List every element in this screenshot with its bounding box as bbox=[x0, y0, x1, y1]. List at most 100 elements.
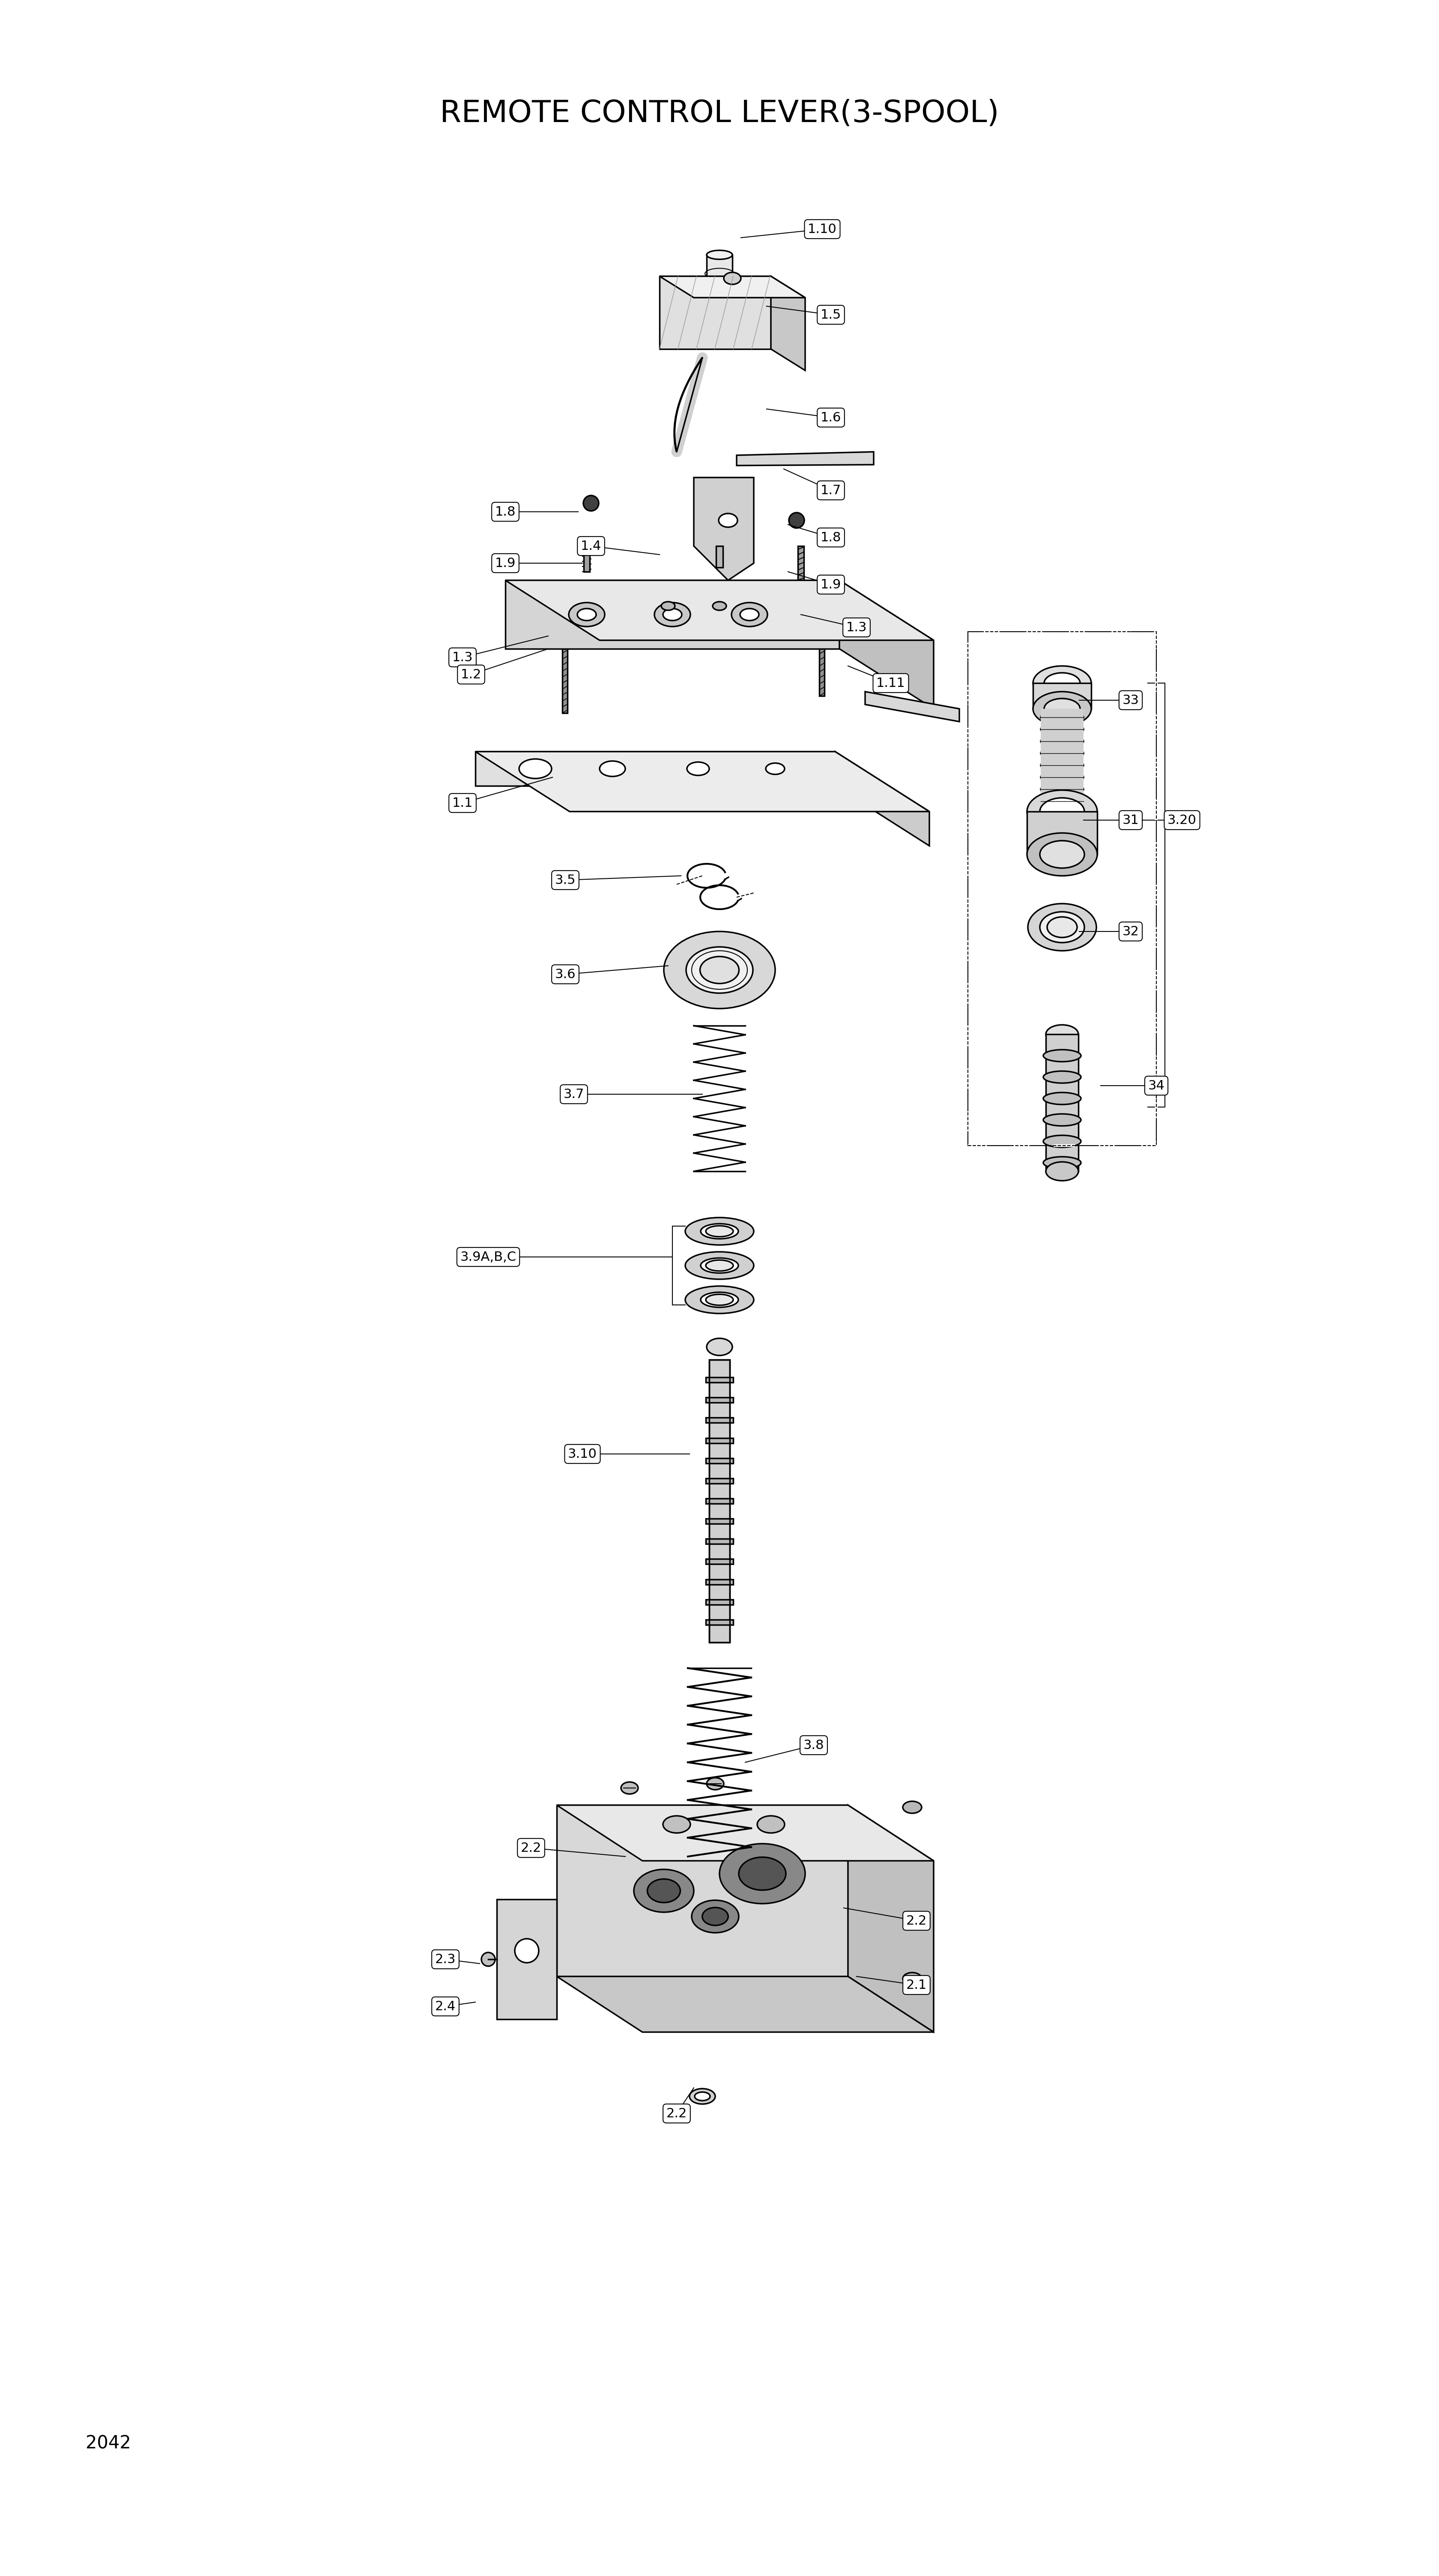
Ellipse shape bbox=[577, 608, 596, 621]
Bar bbox=[705, 1378, 734, 1383]
Text: 2.4: 2.4 bbox=[435, 1999, 456, 2012]
Ellipse shape bbox=[663, 933, 776, 1010]
Ellipse shape bbox=[1040, 770, 1084, 783]
Ellipse shape bbox=[695, 2092, 709, 2099]
Ellipse shape bbox=[766, 762, 784, 775]
Ellipse shape bbox=[707, 250, 732, 260]
Ellipse shape bbox=[655, 603, 691, 626]
Ellipse shape bbox=[705, 1293, 734, 1306]
Text: 3.9A,B,C: 3.9A,B,C bbox=[460, 1252, 517, 1262]
Bar bbox=[705, 1437, 734, 1443]
Ellipse shape bbox=[1027, 791, 1098, 832]
Text: 33: 33 bbox=[1122, 693, 1140, 706]
Ellipse shape bbox=[720, 1844, 806, 1904]
Text: 1.5: 1.5 bbox=[820, 309, 842, 322]
Polygon shape bbox=[848, 1806, 934, 2032]
Text: 34: 34 bbox=[1148, 1079, 1164, 1092]
Text: 1.3: 1.3 bbox=[846, 621, 866, 634]
Ellipse shape bbox=[482, 1953, 495, 1965]
Bar bbox=[705, 1579, 734, 1584]
Ellipse shape bbox=[1040, 721, 1084, 737]
Ellipse shape bbox=[622, 1783, 637, 1793]
Ellipse shape bbox=[663, 608, 682, 621]
Ellipse shape bbox=[686, 762, 709, 775]
Ellipse shape bbox=[789, 513, 804, 528]
Text: 1.9: 1.9 bbox=[495, 556, 515, 569]
Text: 1.7: 1.7 bbox=[820, 484, 842, 497]
Text: 3.10: 3.10 bbox=[568, 1448, 597, 1461]
Text: 1.2: 1.2 bbox=[460, 667, 482, 680]
Bar bbox=[705, 1458, 734, 1463]
Ellipse shape bbox=[701, 1224, 738, 1239]
Ellipse shape bbox=[702, 1906, 728, 1924]
Polygon shape bbox=[835, 752, 930, 845]
Ellipse shape bbox=[724, 273, 741, 283]
Ellipse shape bbox=[685, 1252, 754, 1280]
Polygon shape bbox=[475, 752, 930, 811]
Bar bbox=[705, 1479, 734, 1484]
Ellipse shape bbox=[1045, 672, 1081, 693]
Ellipse shape bbox=[699, 956, 740, 984]
Ellipse shape bbox=[1040, 757, 1084, 773]
Bar bbox=[709, 1360, 730, 1643]
Bar bbox=[797, 546, 804, 580]
Ellipse shape bbox=[1046, 1025, 1078, 1043]
Ellipse shape bbox=[1027, 832, 1098, 876]
Polygon shape bbox=[659, 276, 806, 299]
Bar bbox=[717, 546, 722, 567]
Ellipse shape bbox=[1040, 793, 1084, 809]
Polygon shape bbox=[659, 276, 771, 348]
Polygon shape bbox=[505, 580, 934, 641]
Ellipse shape bbox=[1043, 1092, 1081, 1105]
Ellipse shape bbox=[1040, 840, 1085, 868]
Ellipse shape bbox=[1033, 667, 1091, 701]
Ellipse shape bbox=[1040, 783, 1084, 796]
Polygon shape bbox=[694, 477, 754, 580]
Ellipse shape bbox=[1040, 734, 1084, 747]
Ellipse shape bbox=[705, 1260, 734, 1270]
Bar bbox=[1040, 708, 1084, 801]
Polygon shape bbox=[839, 580, 934, 708]
Ellipse shape bbox=[701, 1257, 738, 1273]
Ellipse shape bbox=[718, 513, 738, 528]
Ellipse shape bbox=[757, 1816, 784, 1834]
Polygon shape bbox=[557, 1976, 934, 2032]
Text: 31: 31 bbox=[1122, 814, 1138, 827]
Ellipse shape bbox=[1043, 1136, 1081, 1146]
Bar bbox=[1046, 1033, 1078, 1172]
Bar bbox=[968, 631, 1157, 1146]
Ellipse shape bbox=[1048, 917, 1078, 938]
Text: 3.7: 3.7 bbox=[564, 1087, 584, 1100]
Ellipse shape bbox=[1040, 711, 1084, 724]
Text: 3.20: 3.20 bbox=[1167, 814, 1197, 827]
Ellipse shape bbox=[519, 760, 551, 778]
Text: 32: 32 bbox=[1122, 925, 1138, 938]
Ellipse shape bbox=[583, 495, 599, 510]
Bar bbox=[705, 1558, 734, 1564]
Ellipse shape bbox=[662, 603, 675, 611]
Ellipse shape bbox=[740, 608, 758, 621]
Ellipse shape bbox=[663, 1816, 691, 1834]
Ellipse shape bbox=[600, 760, 626, 775]
Ellipse shape bbox=[902, 1973, 921, 1984]
Text: 1.4: 1.4 bbox=[581, 541, 602, 551]
Polygon shape bbox=[771, 276, 806, 371]
Ellipse shape bbox=[712, 603, 727, 611]
Bar bbox=[968, 631, 1157, 1146]
Text: REMOTE CONTROL LEVER(3-SPOOL): REMOTE CONTROL LEVER(3-SPOOL) bbox=[440, 98, 999, 129]
Bar bbox=[709, 1360, 730, 1643]
Polygon shape bbox=[865, 690, 960, 721]
Ellipse shape bbox=[738, 1857, 786, 1891]
Text: 2.3: 2.3 bbox=[435, 1953, 456, 1965]
Ellipse shape bbox=[1027, 904, 1097, 951]
Text: 1.6: 1.6 bbox=[820, 412, 842, 425]
Ellipse shape bbox=[902, 1801, 921, 1814]
Ellipse shape bbox=[707, 1340, 732, 1355]
Ellipse shape bbox=[1043, 1048, 1081, 1061]
Ellipse shape bbox=[689, 2089, 715, 2105]
Ellipse shape bbox=[1040, 799, 1085, 824]
Ellipse shape bbox=[1040, 912, 1085, 943]
Ellipse shape bbox=[1043, 1072, 1081, 1082]
Ellipse shape bbox=[692, 1901, 738, 1932]
Ellipse shape bbox=[1043, 1157, 1081, 1170]
